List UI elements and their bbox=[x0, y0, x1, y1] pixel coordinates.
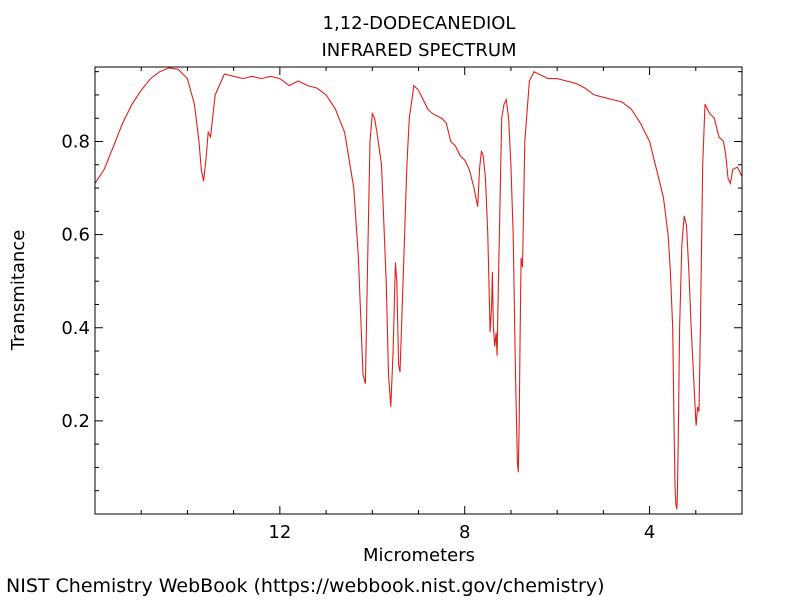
x-tick-label: 8 bbox=[459, 522, 470, 543]
x-tick-label: 4 bbox=[644, 522, 655, 543]
y-tick-label: 0.8 bbox=[61, 132, 90, 153]
x-axis-label: Micrometers bbox=[363, 545, 475, 566]
y-axis-label: Transmitance bbox=[8, 230, 29, 352]
x-tick-label: 12 bbox=[268, 522, 291, 543]
tick-labels: 12 8 4 0.2 0.4 0.6 0.8 bbox=[61, 132, 655, 544]
plot-frame bbox=[94, 66, 743, 515]
y-tick-label: 0.2 bbox=[61, 411, 90, 432]
y-tick-label: 0.6 bbox=[61, 225, 90, 246]
axis-ticks bbox=[95, 67, 742, 514]
y-tick-label: 0.4 bbox=[61, 318, 90, 339]
source-footer: NIST Chemistry WebBook (https://webbook.… bbox=[6, 575, 605, 597]
chart-subtitle: INFRARED SPECTRUM bbox=[321, 40, 516, 61]
spectrum-line bbox=[94, 67, 743, 510]
chart-title: 1,12-DODECANEDIOL bbox=[323, 13, 516, 34]
